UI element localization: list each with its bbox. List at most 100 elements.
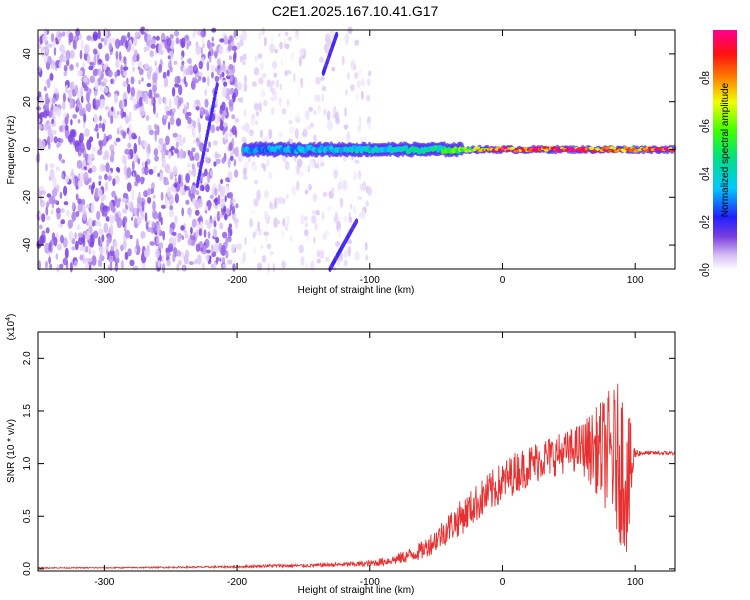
noise-mark: [279, 83, 283, 91]
noise-mark: [63, 71, 67, 77]
noise-mark: [221, 86, 227, 98]
noise-mark: [95, 99, 101, 108]
noise-mark: [109, 249, 115, 257]
noise-mark: [236, 243, 243, 251]
noise-mark: [282, 197, 286, 205]
noise-mark: [195, 106, 200, 111]
noise-mark: [315, 76, 321, 85]
noise-mark: [110, 245, 114, 252]
noise-mark: [230, 244, 236, 254]
noise-mark: [304, 229, 309, 237]
noise-mark: [187, 65, 190, 76]
x-tick-label: 100: [627, 577, 644, 588]
noise-mark: [220, 178, 224, 184]
noise-mark: [233, 159, 237, 167]
noise-mark: [227, 259, 233, 265]
noise-mark: [209, 194, 214, 199]
noise-mark: [40, 234, 45, 245]
noise-mark: [129, 201, 134, 212]
noise-mark: [39, 112, 45, 118]
noise-mark: [278, 131, 283, 138]
noise-mark: [148, 129, 154, 136]
noise-mark: [263, 231, 270, 236]
noise-mark: [304, 215, 308, 222]
noise-mark: [211, 36, 215, 42]
noise-mark: [299, 48, 305, 56]
y-tick-label: -20: [22, 190, 33, 205]
noise-mark: [111, 205, 116, 214]
noise-mark: [174, 148, 179, 154]
noise-mark: [178, 84, 183, 96]
noise-mark: [46, 201, 50, 208]
snr-ticks: -300 -200 -100 0 100 0.0 0.5 1.0 1.5 2.0: [22, 332, 675, 588]
noise-mark: [92, 230, 99, 239]
noise-mark: [38, 43, 42, 49]
noise-mark: [276, 220, 281, 225]
noise-mark: [124, 115, 130, 124]
noise-mark: [44, 244, 50, 248]
noise-mark: [171, 86, 176, 97]
noise-mark: [80, 198, 86, 206]
noise-mark: [300, 256, 305, 266]
noise-mark: [150, 43, 156, 49]
x-tick-label: 0: [500, 275, 506, 286]
noise-mark: [106, 238, 110, 247]
noise-mark: [225, 130, 228, 140]
noise-mark: [342, 156, 347, 162]
noise-mark: [347, 245, 351, 257]
noise-mark: [254, 55, 258, 62]
noise-mark: [180, 225, 185, 231]
noise-mark: [57, 107, 61, 118]
noise-mark: [103, 133, 107, 144]
spectrogram-frame: [37, 29, 676, 270]
noise-mark: [308, 159, 315, 169]
noise-mark: [366, 78, 371, 86]
noise-mark: [75, 145, 81, 152]
noise-mark: [59, 263, 64, 269]
noise-mark: [85, 204, 90, 209]
noise-mark: [69, 82, 74, 90]
noise-mark: [348, 216, 353, 223]
noise-mark: [56, 142, 60, 148]
noise-mark: [156, 234, 160, 246]
noise-mark: [314, 222, 318, 231]
noise-mark: [173, 60, 178, 65]
noise-mark: [361, 181, 367, 192]
noise-mark: [134, 181, 139, 187]
noise-mark: [222, 231, 228, 239]
noise-mark: [345, 35, 348, 46]
noise-mark: [346, 131, 351, 142]
noise-mark: [133, 142, 138, 154]
noise-mark: [221, 71, 225, 78]
noise-mark: [149, 241, 155, 246]
noise-mark: [244, 122, 250, 133]
noise-mark: [331, 187, 335, 193]
noise-mark: [171, 231, 177, 236]
carrier-mark: [647, 146, 652, 150]
noise-mark: [343, 215, 348, 223]
noise-mark: [79, 254, 84, 261]
noise-mark: [239, 38, 244, 47]
noise-mark: [209, 219, 214, 224]
noise-mark: [157, 260, 161, 269]
noise-mark: [97, 68, 102, 77]
noise-mark: [114, 38, 121, 49]
noise-mark: [134, 170, 137, 178]
noise-mark: [281, 108, 287, 115]
noise-mark: [360, 78, 365, 87]
noise-mark: [127, 248, 132, 257]
noise-mark: [122, 66, 129, 71]
noise-mark: [42, 35, 48, 43]
noise-mark: [193, 120, 196, 129]
noise-mark: [144, 63, 149, 70]
noise-mark: [146, 44, 150, 52]
noise-mark: [175, 141, 179, 149]
noise-mark: [231, 114, 236, 120]
noise-mark: [167, 151, 172, 160]
y-tick-label: 20: [22, 96, 33, 108]
noise-mark: [67, 219, 74, 229]
noise-mark: [167, 55, 171, 60]
noise-mark: [195, 209, 200, 216]
noise-mark: [58, 32, 63, 38]
noise-mark: [227, 158, 231, 168]
